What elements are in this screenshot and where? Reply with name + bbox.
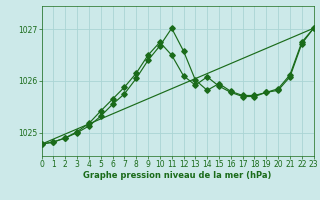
X-axis label: Graphe pression niveau de la mer (hPa): Graphe pression niveau de la mer (hPa) — [84, 171, 272, 180]
